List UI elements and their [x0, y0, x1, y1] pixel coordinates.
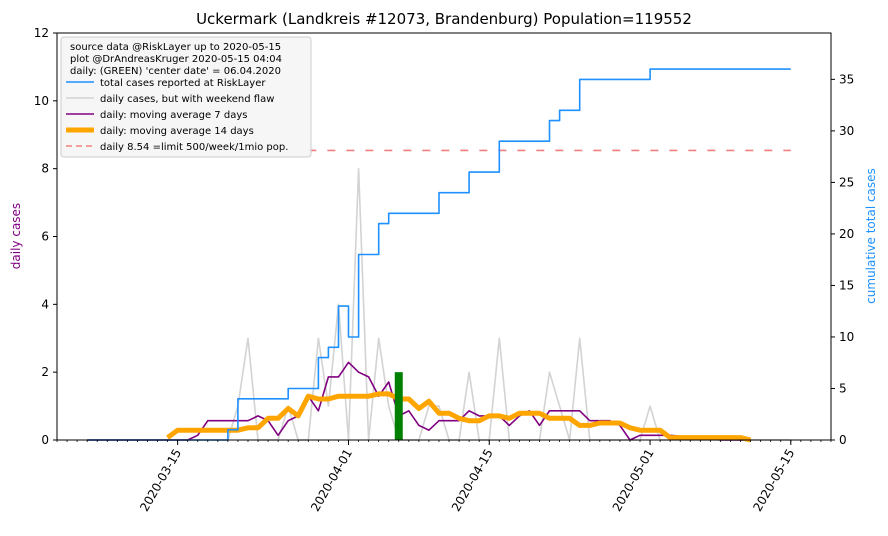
series-line [87, 68, 791, 441]
legend-header-line: source data @RiskLayer up to 2020-05-15 [70, 42, 281, 53]
legend-label: daily: moving average 7 days [100, 110, 247, 121]
left-tick-label: 0 [41, 433, 49, 447]
right-tick-label: 10 [839, 330, 854, 344]
series-line [87, 361, 751, 441]
right-tick-label: 15 [839, 278, 854, 292]
legend-box [60, 36, 312, 158]
series-line [166, 391, 752, 443]
legend-label: daily 8.54 =limit 500/week/1mio pop. [100, 142, 288, 153]
legend-header-line: plot @DrAndreasKruger 2020-05-15 04:04 [70, 54, 282, 65]
center-date-marker-layer [394, 372, 403, 440]
left-tick-label: 12 [34, 26, 49, 40]
legend-label: total cases reported at RiskLayer [100, 78, 266, 89]
right-tick-label: 30 [839, 124, 854, 138]
left-tick-label: 10 [34, 94, 49, 108]
left-tick-label: 6 [41, 230, 49, 244]
x-tick-label: 2020-03-15 [137, 447, 184, 514]
center-date-bar [394, 372, 403, 440]
legend-header-line: daily: (GREEN) 'center date' = 06.04.202… [70, 66, 281, 77]
right-tick-label: 35 [839, 72, 854, 86]
right-tick-label: 5 [839, 381, 847, 395]
legend-label: daily cases, but with weekend flaw [100, 94, 274, 105]
right-tick-label: 25 [839, 175, 854, 189]
x-tick-label: 2020-05-15 [750, 447, 797, 514]
legend-label: daily: moving average 14 days [100, 126, 254, 137]
right-tick-label: 20 [839, 227, 854, 241]
legend-entries: total cases reported at RiskLayer daily c… [66, 78, 288, 153]
left-tick-label: 4 [41, 297, 49, 311]
left-tick-label: 8 [41, 162, 49, 176]
right-tick-label: 0 [839, 433, 847, 447]
x-tick-label: 2020-04-01 [308, 447, 355, 514]
right-axis-label: cumulative total cases [864, 168, 878, 304]
left-axis-label: daily cases [9, 203, 23, 269]
plot-frame [56, 32, 832, 441]
left-tick-label: 2 [41, 365, 49, 379]
x-tick-label: 2020-05-01 [610, 447, 657, 514]
legend: source data @RiskLayer up to 2020-05-15 … [60, 36, 312, 158]
x-tick-label: 2020-04-15 [449, 447, 496, 514]
chart-title: Uckermark (Landkreis #12073, Brandenburg… [196, 10, 692, 28]
